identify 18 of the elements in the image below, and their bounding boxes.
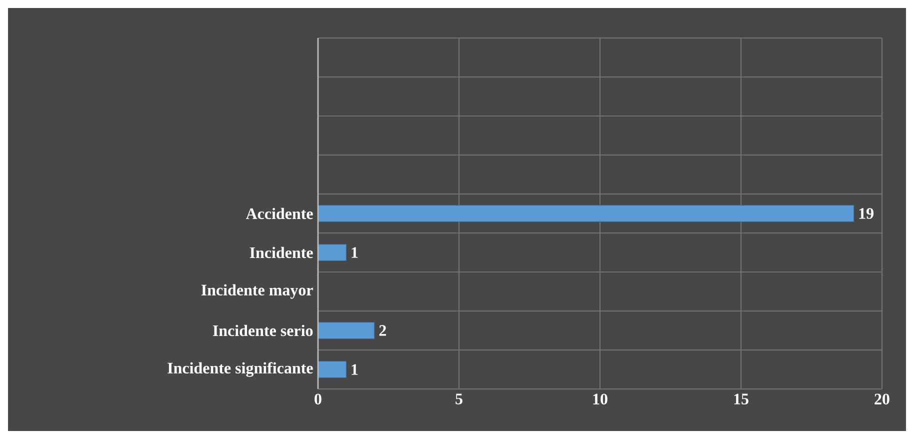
x-tick-label: 5	[456, 394, 462, 404]
x-tick-label: 10	[593, 394, 608, 404]
x-tick-label: 20	[874, 394, 890, 404]
x-tick-label: 0	[314, 394, 322, 404]
data-label: 1	[352, 364, 358, 375]
x-tick-label: 15	[734, 394, 748, 404]
data-label: 2	[379, 325, 386, 336]
bar	[318, 322, 375, 339]
y-tick-label: Incidente serio	[212, 324, 313, 336]
y-tick-label: Incidente significante	[168, 362, 313, 377]
data-label: 19	[859, 208, 874, 219]
bar	[318, 205, 854, 222]
y-tick-label: Accidente	[246, 208, 313, 220]
bar	[318, 361, 346, 378]
data-label: 1	[352, 247, 358, 258]
y-tick-label: Incidente mayor	[201, 284, 313, 299]
bar	[318, 244, 346, 261]
y-tick-label: Incidente	[250, 246, 313, 258]
